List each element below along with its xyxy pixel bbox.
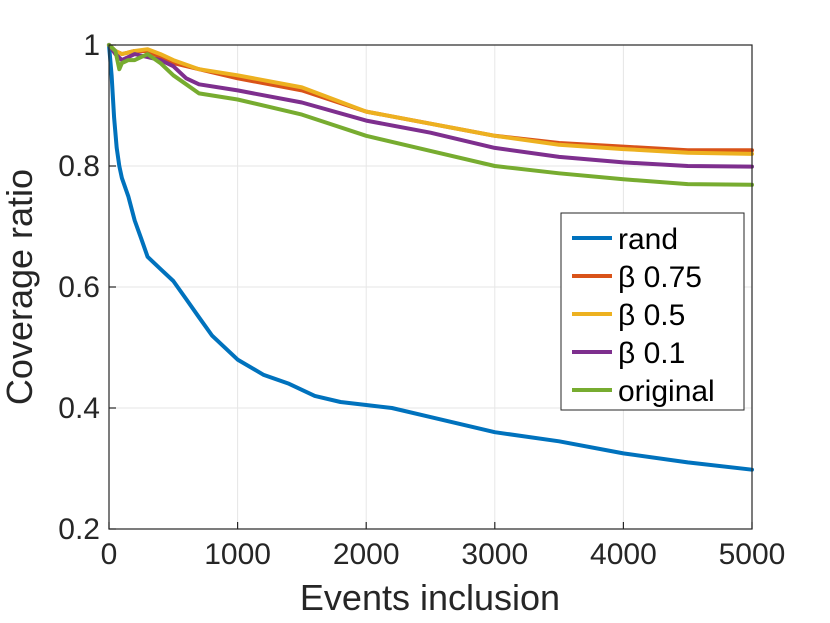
y-tick-label: 1 — [83, 29, 100, 62]
x-axis-ticks: 0 1000 2000 3000 4000 5000 — [101, 522, 786, 571]
series-line-3 — [107, 43, 754, 169]
x-axis-label: Events inclusion — [300, 577, 560, 618]
series-line-0 — [107, 43, 754, 472]
series-line-4 — [107, 43, 754, 187]
legend-label: β 0.75 — [618, 261, 702, 294]
legend-box — [560, 212, 745, 411]
x-tick-label: 0 — [101, 538, 118, 571]
y-tick-label: 0.6 — [58, 271, 100, 304]
x-tick-label: 5000 — [719, 538, 786, 571]
legend-label: rand — [618, 223, 678, 256]
legend-label: original — [618, 375, 715, 408]
y-tick-label: 0.4 — [58, 392, 100, 425]
y-axis-ticks: 0.2 0.4 0.6 0.8 1 — [58, 29, 116, 546]
x-tick-label: 2000 — [333, 538, 400, 571]
y-axis-label: Coverage ratio — [0, 169, 40, 405]
y-tick-label: 0.2 — [58, 513, 100, 546]
x-tick-label: 3000 — [461, 538, 528, 571]
series-lines — [107, 43, 754, 472]
x-tick-label: 1000 — [204, 538, 271, 571]
series-line-2 — [107, 43, 754, 156]
y-tick-label: 0.8 — [58, 150, 100, 183]
legend-label: β 0.5 — [618, 299, 685, 332]
legend-label: β 0.1 — [618, 337, 685, 370]
x-tick-label: 4000 — [590, 538, 657, 571]
legend: rand β 0.75 β 0.5 β 0.1 original — [560, 212, 745, 411]
